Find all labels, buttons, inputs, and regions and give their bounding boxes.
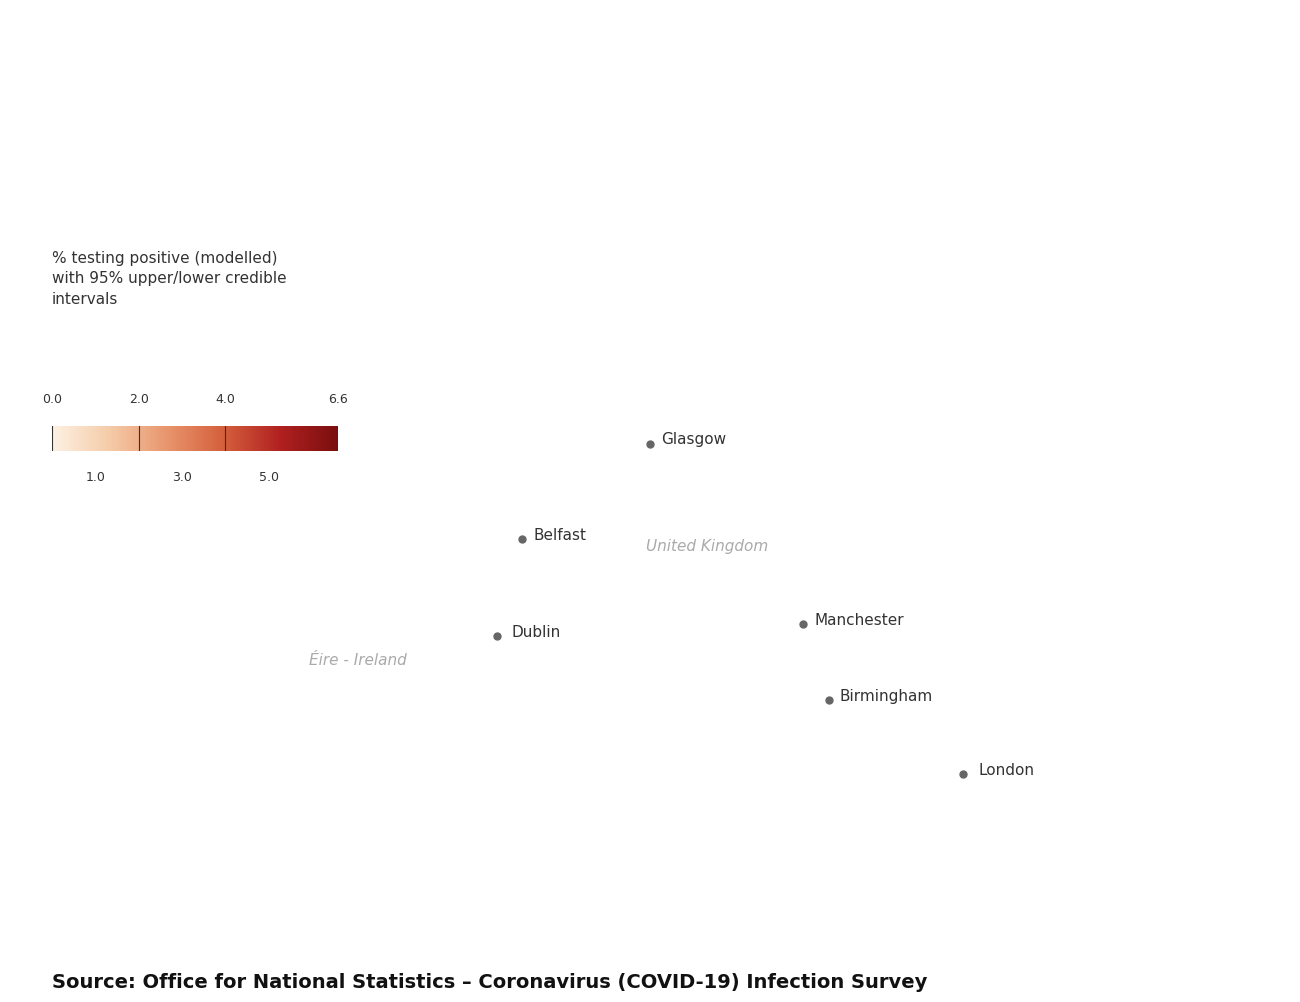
Text: 1.0: 1.0 [86, 471, 105, 484]
Text: % testing positive (modelled)
with 95% upper/lower credible
intervals: % testing positive (modelled) with 95% u… [52, 250, 286, 308]
Text: 2.0: 2.0 [129, 393, 148, 406]
Text: 4.0: 4.0 [216, 393, 235, 406]
Text: London: London [979, 763, 1035, 778]
Text: Manchester: Manchester [814, 613, 903, 628]
Text: Source: Office for National Statistics – Coronavirus (COVID-19) Infection Survey: Source: Office for National Statistics –… [52, 973, 927, 992]
Text: Éire - Ireland: Éire - Ireland [308, 653, 407, 668]
Text: 6.6: 6.6 [328, 393, 348, 406]
Text: Belfast: Belfast [534, 528, 586, 543]
Text: Glasgow: Glasgow [662, 432, 727, 447]
Text: 5.0: 5.0 [259, 471, 278, 484]
Text: United Kingdom: United Kingdom [646, 539, 768, 554]
Text: 0.0: 0.0 [42, 393, 62, 406]
Text: Dublin: Dublin [512, 624, 560, 639]
Text: Birmingham: Birmingham [840, 689, 933, 704]
Text: 3.0: 3.0 [172, 471, 192, 484]
